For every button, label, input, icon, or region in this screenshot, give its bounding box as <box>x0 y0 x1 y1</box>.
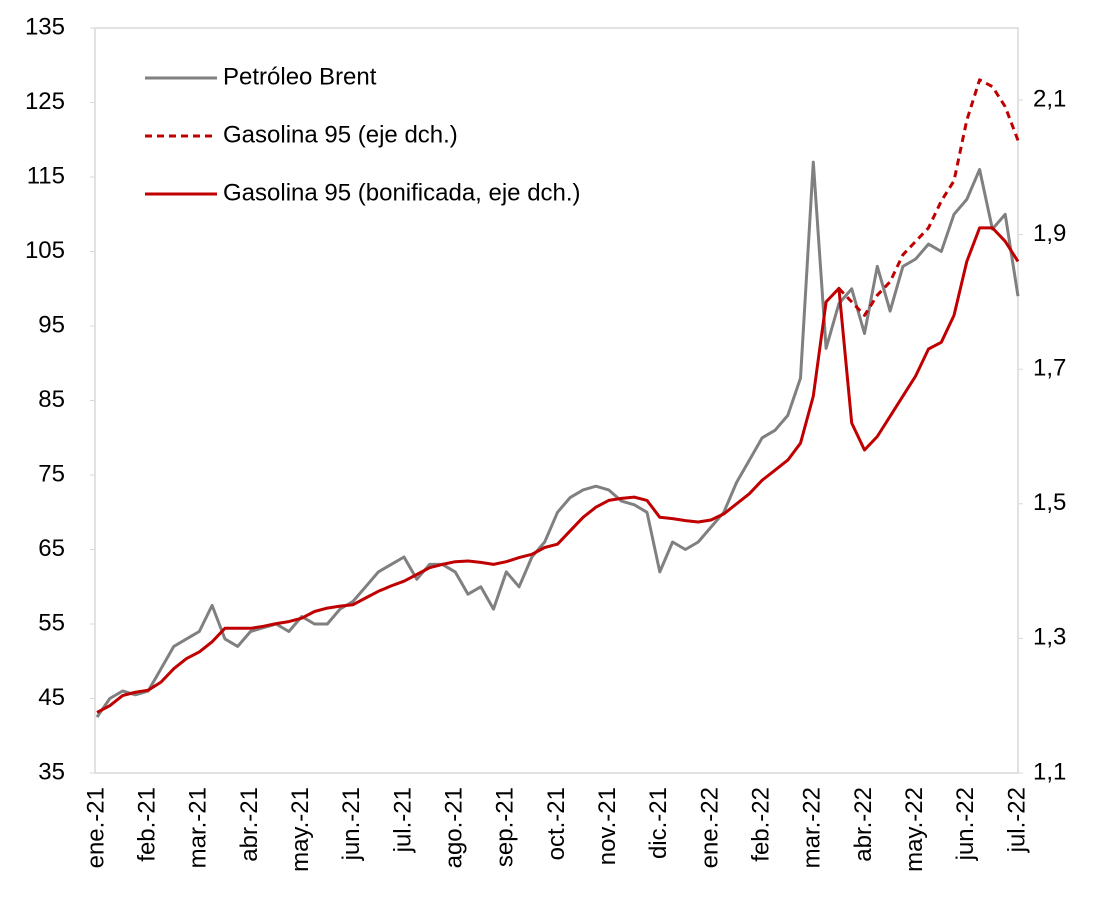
x-tick-label: jun.-22 <box>952 787 979 861</box>
y-tick-label: 65 <box>38 535 65 562</box>
legend-label: Gasolina 95 (bonificada, eje dch.) <box>223 179 581 206</box>
x-tick-label: may.-21 <box>287 787 314 872</box>
x-tick-label: jul.-22 <box>1003 787 1030 853</box>
x-tick-label: ago.-21 <box>441 787 468 868</box>
legend-label: Petróleo Brent <box>223 63 377 90</box>
x-tick-label: mar.-21 <box>185 787 212 868</box>
legend-label: Gasolina 95 (eje dch.) <box>223 121 458 148</box>
y-tick-label: 95 <box>38 311 65 338</box>
y-tick-label: 35 <box>38 758 65 785</box>
x-tick-label: abr.-21 <box>236 787 263 862</box>
y-tick-label: 75 <box>38 460 65 487</box>
y2-tick-label: 1,5 <box>1033 489 1066 516</box>
x-tick-label: abr.-22 <box>850 787 877 862</box>
x-tick-label: dic.-21 <box>645 787 672 859</box>
y-tick-label: 85 <box>38 386 65 413</box>
y-tick-label: 115 <box>27 162 65 189</box>
y-tick-label: 55 <box>38 609 65 636</box>
y-tick-label: 125 <box>25 88 65 115</box>
y-tick-label: 105 <box>25 237 65 264</box>
y2-tick-label: 1,1 <box>1033 758 1066 785</box>
y2-tick-label: 1,3 <box>1033 624 1066 651</box>
x-tick-label: oct.-21 <box>543 787 570 860</box>
x-tick-label: jun.-21 <box>338 787 365 861</box>
y-tick-label: 135 <box>25 13 65 40</box>
y-tick-label: 45 <box>38 684 65 711</box>
x-tick-label: ene.-22 <box>696 787 723 868</box>
y2-tick-label: 2,1 <box>1033 85 1066 112</box>
y2-tick-label: 1,7 <box>1033 355 1066 382</box>
x-tick-label: jul.-21 <box>389 787 416 853</box>
x-tick-label: feb.-22 <box>748 787 775 862</box>
x-tick-label: nov.-21 <box>594 787 621 865</box>
x-tick-label: sep.-21 <box>492 787 519 867</box>
x-tick-label: ene.-21 <box>82 787 109 868</box>
series-line <box>95 160 1020 718</box>
x-tick-label: may.-22 <box>901 787 928 872</box>
series-line <box>96 226 1020 714</box>
y2-tick-label: 1,9 <box>1033 220 1066 247</box>
series-line <box>837 78 1020 317</box>
x-tick-label: feb.-21 <box>134 787 161 862</box>
x-tick-label: mar.-22 <box>799 787 826 868</box>
